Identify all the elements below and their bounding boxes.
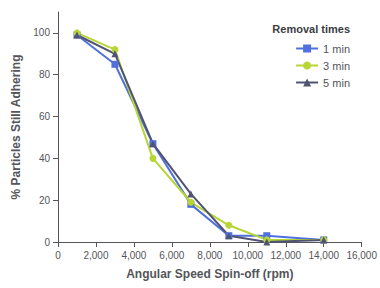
svg-text:0: 0 xyxy=(44,237,50,248)
svg-text:100: 100 xyxy=(33,27,50,38)
svg-text:14,000: 14,000 xyxy=(308,250,339,261)
svg-text:3 min: 3 min xyxy=(323,60,350,72)
svg-text:% Particles Still Adhering: % Particles Still Adhering xyxy=(9,55,23,200)
svg-text:4,000: 4,000 xyxy=(121,250,146,261)
svg-text:40: 40 xyxy=(39,153,51,164)
svg-text:10,000: 10,000 xyxy=(233,250,264,261)
svg-text:0: 0 xyxy=(55,250,61,261)
svg-text:1 min: 1 min xyxy=(323,43,350,55)
svg-text:6,000: 6,000 xyxy=(159,250,184,261)
svg-text:8,000: 8,000 xyxy=(197,250,222,261)
svg-text:12,000: 12,000 xyxy=(270,250,301,261)
svg-text:Angular Speed Spin-off (rpm): Angular Speed Spin-off (rpm) xyxy=(126,267,293,281)
svg-text:20: 20 xyxy=(39,195,51,206)
svg-text:16,000: 16,000 xyxy=(346,250,377,261)
svg-text:Removal times: Removal times xyxy=(272,23,350,35)
svg-text:2,000: 2,000 xyxy=(83,250,108,261)
svg-text:80: 80 xyxy=(39,69,51,80)
svg-text:5 min: 5 min xyxy=(323,77,350,89)
svg-text:60: 60 xyxy=(39,111,51,122)
